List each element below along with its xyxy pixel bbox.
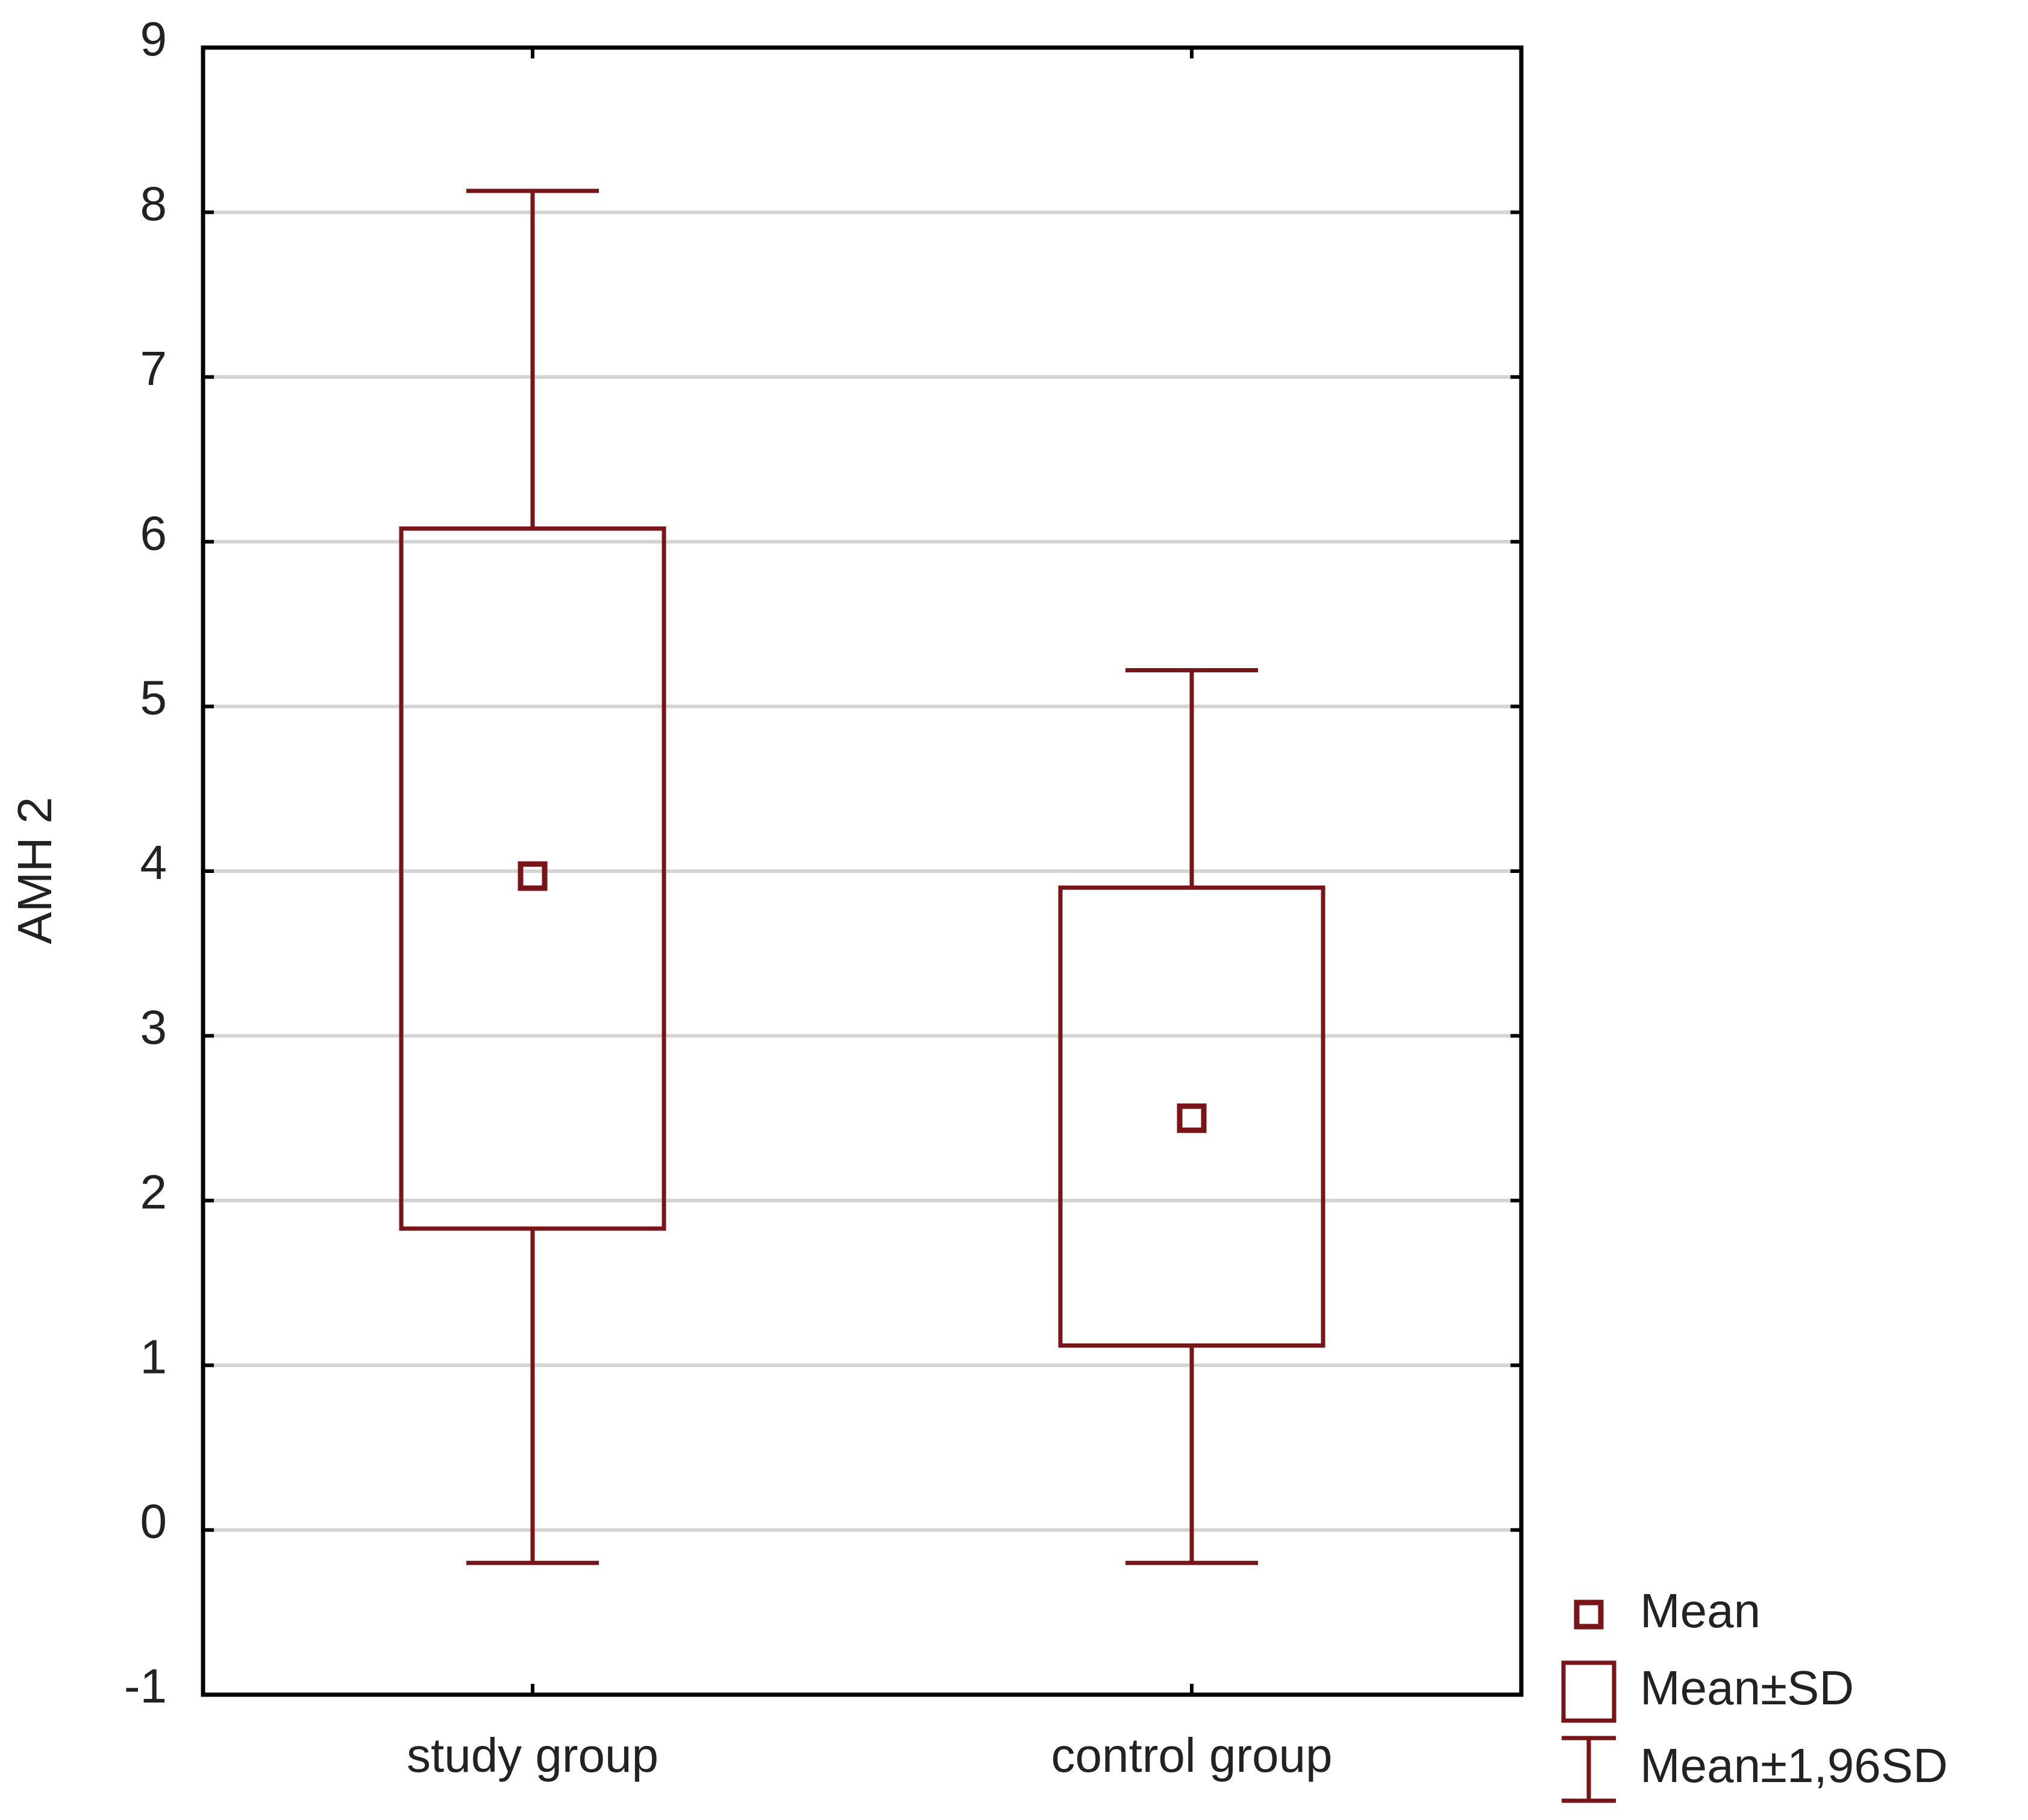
legend-label: Mean	[1640, 1584, 1760, 1637]
y-tick-label: -1	[124, 1659, 167, 1713]
plot-frame	[201, 45, 1524, 1697]
mean-marker	[518, 861, 548, 891]
legend-mean-icon	[1574, 1600, 1604, 1630]
y-tick-label: 0	[140, 1495, 167, 1548]
y-tick-label: 5	[140, 671, 167, 725]
sd-box	[1058, 885, 1325, 1348]
y-axis-label: AMH 2	[8, 797, 61, 945]
x-tick-label: study group	[407, 1728, 659, 1782]
sd-box	[399, 526, 666, 1231]
y-tick-label: 7	[140, 342, 167, 395]
y-tick-label: 9	[140, 12, 167, 66]
y-tick-label: 3	[140, 1001, 167, 1054]
x-tick-label: control group	[1051, 1728, 1333, 1782]
y-tick-label: 8	[140, 177, 167, 231]
y-tick-label: 6	[140, 506, 167, 560]
legend-label: Mean±SD	[1640, 1661, 1854, 1715]
y-tick-label: 4	[140, 836, 167, 889]
mean-marker	[1177, 1103, 1207, 1133]
legend-label: Mean±1,96SD	[1640, 1739, 1948, 1792]
y-tick-label: 1	[140, 1330, 167, 1383]
y-tick-label: 2	[140, 1165, 167, 1219]
legend-sd-icon	[1561, 1660, 1616, 1723]
